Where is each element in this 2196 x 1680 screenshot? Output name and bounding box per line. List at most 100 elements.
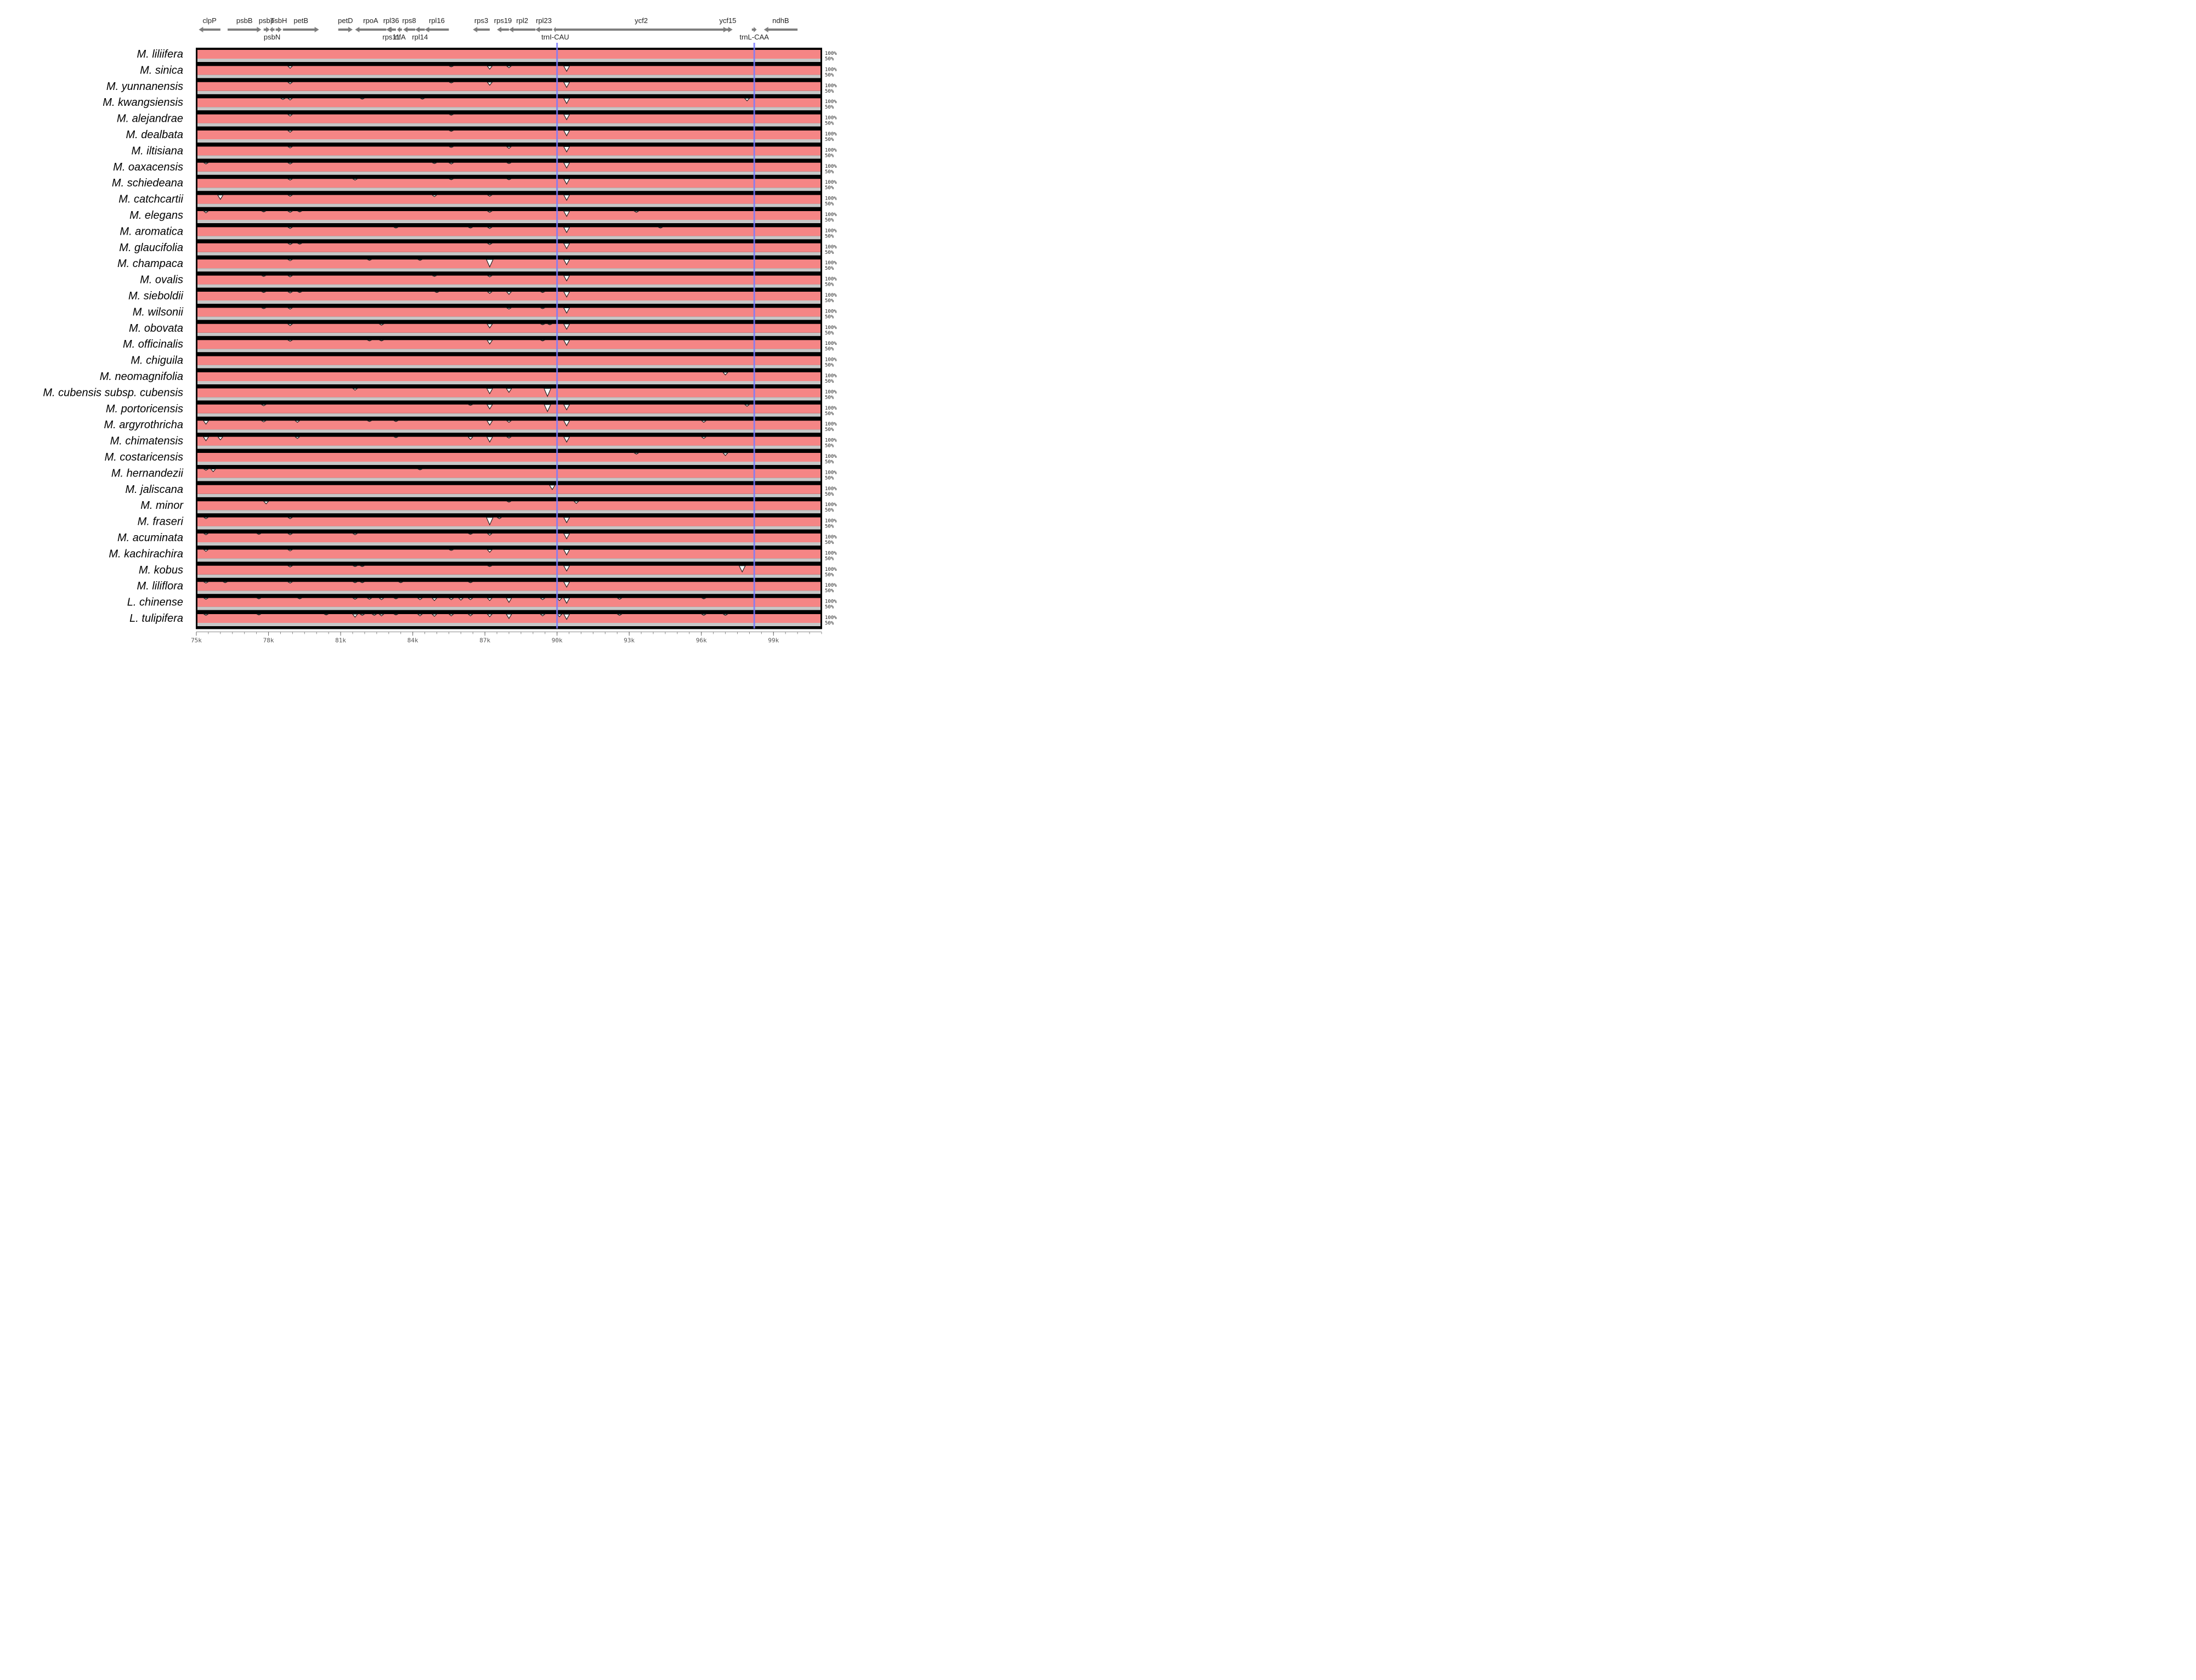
species-label: M. alejandrae	[117, 113, 183, 125]
identity-area	[197, 162, 820, 172]
pct-label-50: 50%	[825, 153, 834, 158]
pct-label-100: 100%	[825, 51, 837, 56]
divergence-dip	[563, 130, 570, 137]
mvista-alignment-figure: clpP psbB psbT psbH petB psbN petD rpoA rpl36 rps…	[0, 0, 856, 655]
identity-area	[197, 211, 820, 220]
species-row: M. portoricensis 100%50%	[106, 403, 837, 417]
x-tick-label: 84k	[407, 637, 418, 644]
identity-area	[197, 227, 820, 236]
identity-area	[197, 275, 820, 285]
species-row: M. chiguila 100%50%	[131, 355, 837, 368]
pct-label-100: 100%	[825, 116, 837, 121]
divergence-dip	[202, 581, 210, 584]
species-label: M. elegans	[129, 209, 183, 222]
species-row: M. chimatensis 100%50%	[110, 435, 837, 449]
divergence-dip	[287, 114, 293, 117]
divergence-dip	[286, 226, 294, 229]
divergence-dip	[360, 98, 365, 100]
pct-label-50: 50%	[825, 475, 834, 481]
gene-arrow	[355, 27, 387, 32]
pct-label-50: 50%	[825, 379, 834, 384]
gene-label: trnI-CAU	[541, 33, 569, 41]
species-row: M. sinica 100%50%	[140, 64, 837, 78]
gene-arrow	[386, 27, 396, 32]
gene-label: ndhB	[772, 16, 789, 25]
divergence-dip	[486, 420, 493, 426]
gene-arrow	[397, 27, 402, 32]
divergence-dip	[202, 549, 210, 552]
species-label: M. costaricensis	[105, 451, 183, 463]
divergence-dip	[352, 178, 359, 181]
gene-label: trnL-CAA	[739, 33, 769, 41]
divergence-dip	[367, 259, 372, 261]
species-row: M. cubensis subsp. cubensis 100%50%	[43, 387, 837, 401]
divergence-dip	[210, 468, 217, 473]
species-row: M. ovalis 100%50%	[140, 274, 837, 288]
identity-area	[197, 436, 820, 446]
divergence-dip	[367, 339, 372, 342]
species-row: M. minor 100%50%	[140, 500, 837, 514]
pct-label-100: 100%	[825, 550, 837, 556]
divergence-dip	[496, 517, 503, 519]
divergence-dip	[286, 211, 294, 213]
gene-arrow	[263, 27, 270, 32]
species-row: M. fraseri 100%50%	[138, 516, 837, 530]
divergence-dip	[616, 598, 623, 600]
divergence-dip	[563, 420, 570, 427]
gene-arrow	[425, 27, 449, 32]
divergence-dip	[431, 598, 438, 601]
pct-label-50: 50%	[825, 492, 834, 497]
baseline-band	[197, 171, 820, 175]
baseline-band	[197, 493, 820, 497]
species-row: M. catchcartii 100%50%	[118, 194, 837, 207]
identity-area	[197, 421, 820, 430]
gene-label: ycf2	[635, 16, 648, 25]
divergence-dip	[563, 146, 570, 153]
divergence-dip	[486, 388, 494, 395]
divergence-dip	[563, 323, 570, 330]
divergence-dip	[563, 178, 570, 185]
divergence-dip	[486, 226, 494, 229]
gene-label: infA	[393, 33, 406, 41]
gene-label: rpl23	[536, 16, 552, 25]
identity-area	[197, 453, 820, 462]
divergence-dip	[563, 259, 570, 266]
divergence-dip	[506, 291, 512, 295]
divergence-dip	[573, 501, 580, 504]
pct-label-100: 100%	[825, 502, 837, 508]
baseline-band	[197, 526, 820, 530]
x-tick-label: 87k	[479, 637, 490, 644]
pct-label-50: 50%	[825, 459, 834, 465]
divergence-dip	[286, 195, 294, 197]
divergence-dip	[449, 82, 454, 84]
pct-label-100: 100%	[825, 486, 837, 492]
divergence-dip	[286, 581, 294, 584]
divergence-dip	[353, 581, 358, 583]
divergence-dip	[202, 533, 210, 536]
divergence-dip	[448, 162, 455, 164]
baseline-band	[197, 332, 820, 336]
identity-area	[197, 404, 820, 413]
divergence-dip	[393, 614, 398, 616]
pct-label-50: 50%	[825, 363, 834, 368]
divergence-dip	[468, 404, 473, 406]
baseline-band	[197, 316, 820, 320]
pct-label-100: 100%	[825, 599, 837, 605]
species-label: M. acuminata	[117, 532, 183, 544]
divergence-dip	[202, 162, 210, 164]
divergence-dip	[486, 323, 493, 329]
divergence-dip	[700, 420, 708, 423]
pct-label-50: 50%	[825, 444, 834, 449]
gene-arrow	[403, 27, 415, 32]
pct-label-100: 100%	[825, 583, 837, 588]
pct-label-50: 50%	[825, 508, 834, 513]
divergence-dip	[260, 420, 267, 423]
species-row: M. obovata 100%50%	[129, 322, 837, 336]
identity-area	[197, 340, 820, 349]
baseline-band	[197, 606, 820, 610]
divergence-dip	[287, 323, 293, 326]
baseline-band	[197, 542, 820, 546]
pct-label-50: 50%	[825, 605, 834, 610]
gene-label: petD	[338, 16, 353, 25]
